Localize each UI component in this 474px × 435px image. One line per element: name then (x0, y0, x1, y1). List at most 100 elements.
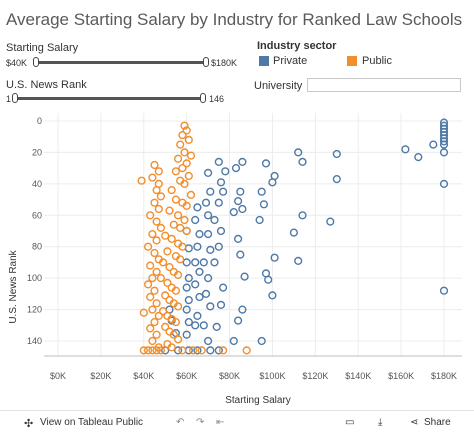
data-point-private[interactable] (229, 336, 238, 346)
data-point-private[interactable] (195, 292, 204, 302)
data-point-private[interactable] (298, 157, 307, 167)
data-point-private[interactable] (195, 267, 204, 277)
data-point-private[interactable] (219, 283, 228, 292)
undo-icon[interactable]: ↶ (176, 417, 185, 428)
data-point-public[interactable] (178, 131, 187, 140)
data-point-public[interactable] (150, 160, 159, 170)
data-point-public[interactable] (152, 236, 161, 245)
data-point-private[interactable] (439, 286, 449, 295)
data-point-public[interactable] (178, 346, 187, 355)
data-point-private[interactable] (294, 148, 303, 157)
data-point-public[interactable] (186, 190, 196, 200)
data-point-public[interactable] (197, 346, 206, 355)
data-point-public[interactable] (169, 220, 178, 229)
data-point-public[interactable] (167, 185, 176, 195)
data-point-private[interactable] (326, 217, 335, 226)
data-point-private[interactable] (270, 171, 279, 181)
salary-slider-min-handle[interactable] (33, 57, 39, 67)
data-point-private[interactable] (439, 148, 449, 157)
data-point-private[interactable] (429, 140, 438, 149)
data-point-public[interactable] (156, 274, 166, 283)
data-point-public[interactable] (171, 286, 181, 295)
data-point-public[interactable] (242, 346, 251, 355)
data-point-private[interactable] (401, 145, 410, 154)
data-point-private[interactable] (210, 258, 219, 267)
data-point-private[interactable] (182, 283, 191, 292)
data-point-private[interactable] (294, 256, 303, 266)
data-point-public[interactable] (156, 223, 166, 233)
data-point-private[interactable] (264, 275, 273, 284)
data-point-private[interactable] (201, 198, 211, 207)
data-point-public[interactable] (150, 318, 159, 327)
revert-icon[interactable]: ⇤ (216, 417, 225, 428)
data-point-public[interactable] (146, 292, 155, 302)
data-point-public[interactable] (146, 211, 155, 220)
data-point-private[interactable] (191, 321, 200, 330)
legend-swatch-private[interactable] (259, 56, 269, 66)
data-point-private[interactable] (219, 187, 228, 196)
data-point-public[interactable] (137, 176, 146, 185)
data-point-private[interactable] (184, 318, 193, 327)
data-point-public[interactable] (180, 121, 189, 130)
data-point-private[interactable] (193, 203, 202, 212)
data-point-private[interactable] (191, 215, 200, 225)
legend-swatch-public[interactable] (347, 56, 357, 66)
data-point-public[interactable] (180, 179, 189, 189)
data-point-public[interactable] (148, 305, 157, 314)
data-point-public[interactable] (161, 322, 170, 332)
data-point-public[interactable] (174, 211, 183, 220)
data-point-public[interactable] (152, 217, 161, 226)
data-point-public[interactable] (148, 173, 157, 182)
comment-icon[interactable]: ▭ (345, 417, 355, 428)
data-point-private[interactable] (221, 167, 230, 176)
data-point-private[interactable] (199, 258, 208, 267)
redo-icon[interactable]: ↷ (196, 417, 205, 428)
data-point-private[interactable] (174, 346, 183, 355)
data-point-private[interactable] (195, 230, 204, 239)
data-point-private[interactable] (193, 242, 202, 251)
data-point-private[interactable] (206, 187, 215, 196)
data-point-private[interactable] (193, 346, 202, 355)
data-point-public[interactable] (174, 154, 183, 163)
data-point-public[interactable] (171, 195, 181, 204)
data-point-private[interactable] (257, 336, 266, 346)
data-point-public[interactable] (154, 255, 163, 264)
data-point-public[interactable] (152, 267, 161, 277)
data-point-private[interactable] (206, 245, 215, 255)
data-point-public[interactable] (167, 234, 176, 244)
data-point-private[interactable] (214, 346, 223, 355)
data-point-private[interactable] (238, 305, 247, 314)
data-point-private[interactable] (206, 346, 215, 355)
data-point-public[interactable] (146, 324, 155, 333)
data-point-private[interactable] (204, 336, 213, 346)
data-point-public[interactable] (184, 135, 193, 145)
data-point-public[interactable] (178, 163, 187, 173)
data-point-private[interactable] (414, 152, 423, 162)
data-point-private[interactable] (236, 250, 245, 259)
data-point-public[interactable] (178, 242, 187, 251)
data-point-public[interactable] (161, 291, 170, 300)
data-point-private[interactable] (204, 274, 213, 283)
rank-slider-min-handle[interactable] (12, 93, 18, 103)
data-point-private[interactable] (234, 234, 243, 244)
data-point-public[interactable] (146, 261, 155, 270)
data-point-public[interactable] (174, 335, 183, 344)
data-point-public[interactable] (139, 346, 148, 355)
data-point-public[interactable] (176, 140, 185, 149)
data-point-private[interactable] (268, 291, 277, 300)
download-icon[interactable]: ⤓ (378, 417, 383, 428)
data-point-private[interactable] (204, 211, 213, 220)
data-point-private[interactable] (184, 296, 193, 305)
data-point-public[interactable] (182, 201, 191, 211)
data-point-public[interactable] (219, 346, 228, 355)
data-point-private[interactable] (204, 168, 213, 178)
data-point-public[interactable] (159, 307, 168, 316)
data-point-public[interactable] (182, 226, 191, 236)
data-point-public[interactable] (169, 330, 178, 339)
data-point-public[interactable] (176, 223, 185, 233)
data-point-public[interactable] (180, 215, 189, 225)
data-point-public[interactable] (150, 248, 159, 258)
data-point-private[interactable] (216, 178, 226, 187)
data-point-public[interactable] (174, 270, 183, 280)
data-point-public[interactable] (174, 302, 183, 311)
